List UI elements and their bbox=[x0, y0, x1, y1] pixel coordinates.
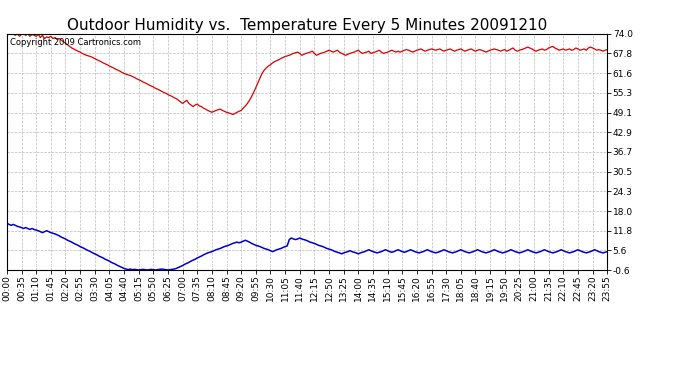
Title: Outdoor Humidity vs.  Temperature Every 5 Minutes 20091210: Outdoor Humidity vs. Temperature Every 5… bbox=[67, 18, 547, 33]
Text: Copyright 2009 Cartronics.com: Copyright 2009 Cartronics.com bbox=[10, 39, 141, 48]
